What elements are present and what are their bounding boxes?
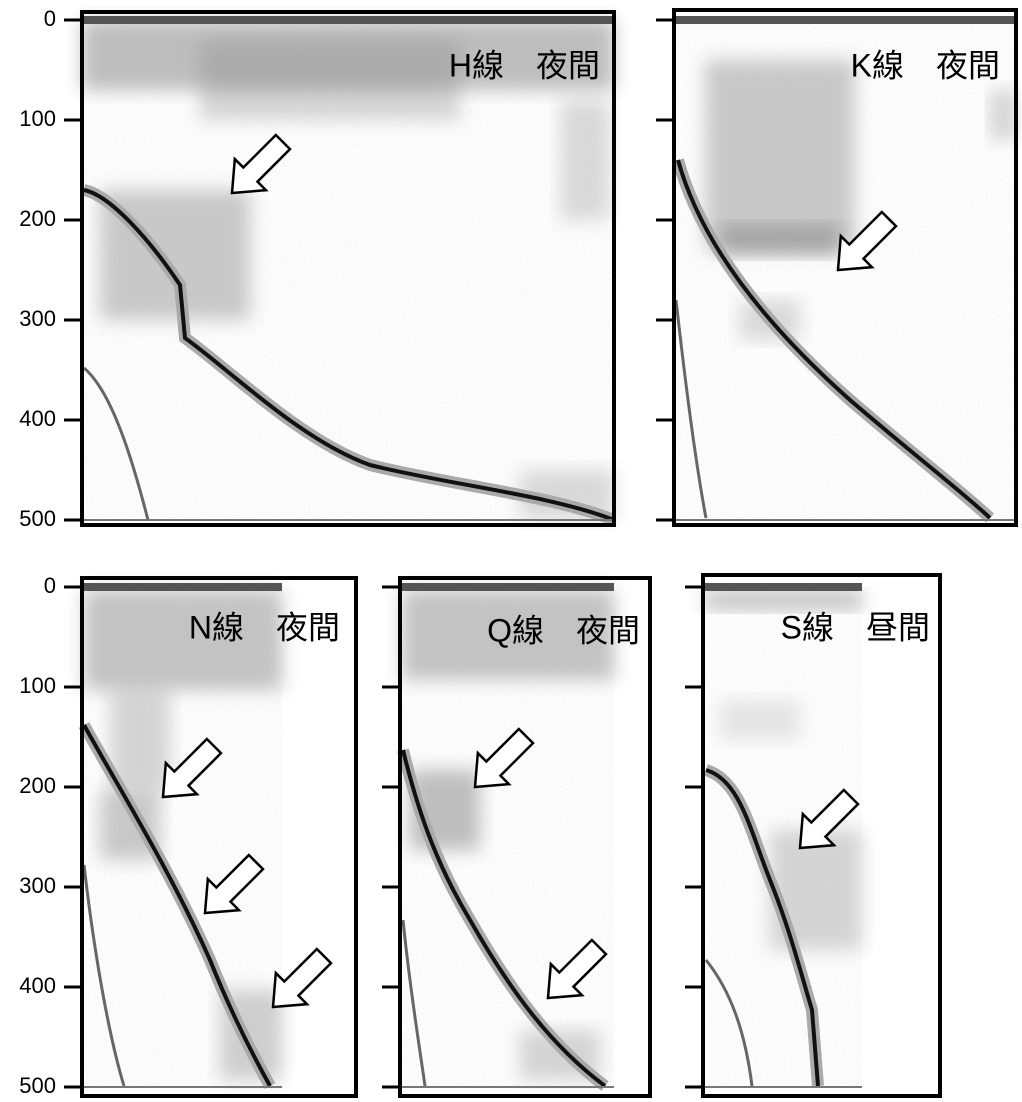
tick-label: 500: [19, 1073, 56, 1098]
panel-frame: [701, 573, 942, 1098]
surface-band: [84, 16, 614, 24]
tick-label: 300: [19, 306, 56, 331]
tick-label: 500: [19, 506, 56, 531]
tick-label: 100: [19, 673, 56, 698]
panel-title: Q線 夜間: [487, 612, 640, 648]
arrow: [836, 210, 898, 272]
tick-label: 200: [19, 773, 56, 798]
seafloor: [83, 188, 615, 522]
seafloor: [401, 749, 607, 1088]
arrow: [546, 938, 608, 1000]
panel-title: N線 夜間: [189, 609, 340, 645]
surface-band: [705, 583, 862, 591]
echogram: [703, 583, 862, 1088]
panel: N線 夜間 0 100 200 300 400 500: [19, 573, 358, 1098]
panel: Q線 夜間: [382, 576, 652, 1098]
echo-noise: [402, 587, 614, 1087]
echogram: [397, 583, 614, 1091]
tick-label: 400: [19, 406, 56, 431]
arrow: [203, 853, 265, 915]
echogram: [82, 16, 617, 526]
echo-noise: [84, 587, 282, 1087]
second-echo: [82, 864, 126, 1087]
arrow: [230, 133, 292, 195]
second-echo: [83, 366, 150, 521]
panel-frame: [398, 576, 652, 1098]
tick-label: 400: [19, 973, 56, 998]
panel-title: K線 夜間: [851, 47, 1000, 83]
surface-band: [402, 583, 614, 591]
panel-frame: [672, 8, 1018, 527]
arrow: [271, 947, 333, 1009]
arrow: [798, 788, 860, 850]
seafloor: [705, 768, 820, 1087]
panel-frame: [80, 10, 616, 527]
tick-label: 300: [19, 873, 56, 898]
seafloor: [676, 159, 992, 520]
tick-label: 200: [19, 206, 56, 231]
surface-band: [676, 16, 1016, 24]
surface-band: [84, 583, 282, 591]
tick-label: 100: [19, 106, 56, 131]
panel-title: S線 昼間: [781, 609, 930, 645]
tick-label: 0: [44, 6, 56, 31]
panel: H線 夜間 0 100 200 300 400 500: [19, 6, 617, 531]
panel-frame: [80, 576, 358, 1098]
second-echo: [674, 299, 708, 519]
echo-noise: [705, 587, 862, 1087]
panel-title: H線 夜間: [449, 47, 600, 83]
echogram: [78, 583, 282, 1089]
seafloor: [82, 724, 272, 1087]
arrow: [161, 737, 223, 799]
second-echo: [704, 959, 754, 1087]
panel: S線 昼間: [685, 573, 942, 1098]
tick-label: 0: [44, 573, 56, 598]
second-echo: [401, 919, 427, 1087]
arrow: [473, 727, 535, 789]
panel: K線 夜間: [656, 8, 1018, 527]
